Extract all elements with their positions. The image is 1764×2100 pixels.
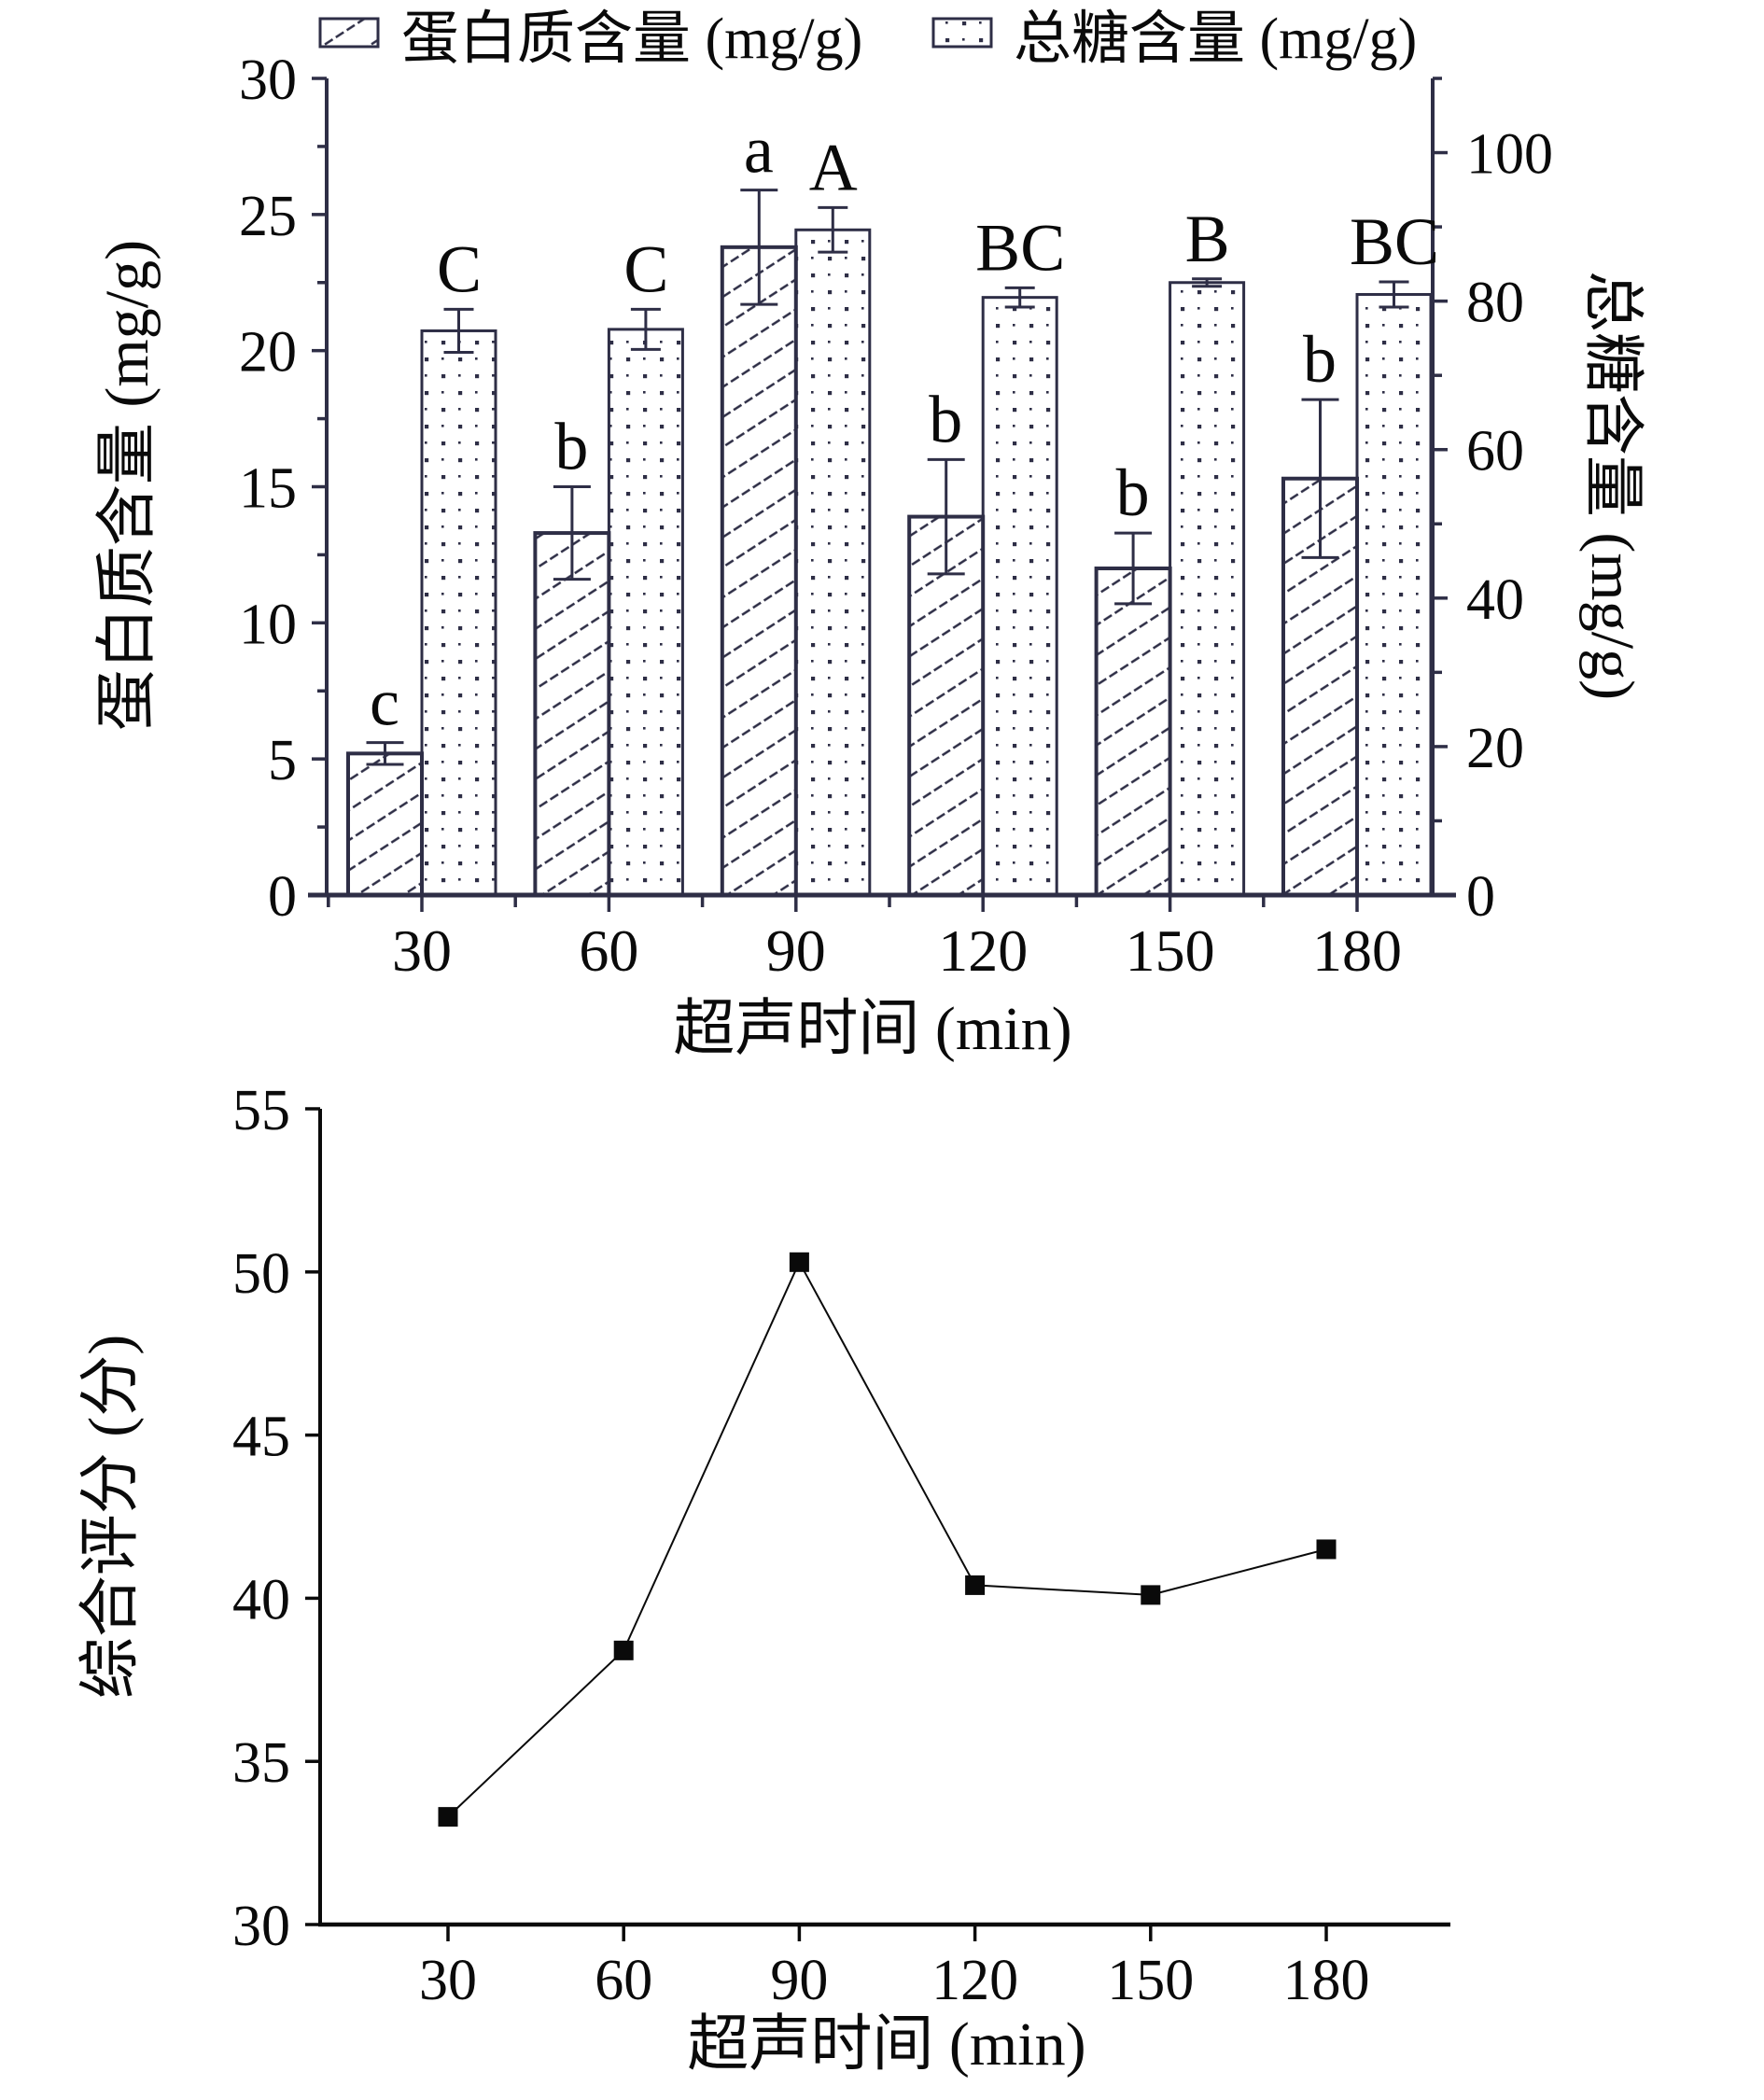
sugar-bar: [420, 329, 497, 897]
protein-bar: [720, 245, 798, 898]
score-line-chart: 30 35 40 45 50 55 30 60 90 120 150 180: [232, 1079, 1450, 2012]
left-axis-tick-label: 5: [268, 729, 297, 792]
right-axis-tick-label: 60: [1466, 420, 1524, 483]
data-point-square: [1141, 1585, 1161, 1605]
protein-sig-letter: a: [744, 113, 774, 188]
sugar-bar: [794, 228, 872, 897]
top-x-tick-label: 60: [579, 917, 638, 984]
bar-group-150: [1094, 281, 1246, 897]
data-point-square: [613, 1640, 634, 1660]
data-point-square: [789, 1252, 809, 1272]
top-x-tick-label: 120: [938, 917, 1028, 984]
right-axis-tick-label: 0: [1466, 865, 1495, 929]
bottom-x-tick-label: 30: [419, 1949, 477, 2012]
left-axis-tick-label: 10: [239, 593, 297, 656]
left-axis-tick-label: 30: [239, 49, 297, 112]
sugar-sig-letter: BC: [1350, 204, 1439, 279]
left-axis-tick-label: 15: [239, 457, 297, 521]
protein-sig-letter: c: [370, 665, 399, 740]
data-point-square: [1316, 1539, 1337, 1560]
protein-legend-swatch: [318, 17, 380, 49]
left-axis-tick-label: 0: [268, 865, 297, 929]
sugar-sig-letter: C: [437, 231, 482, 306]
sugar-legend-swatch: [931, 17, 993, 49]
bar-group-120: [907, 296, 1058, 897]
right-axis-tick-label: 20: [1466, 717, 1524, 780]
top-right-axis-title: 总糖含量 (mg/g): [1578, 271, 1646, 700]
left-axis-tick-label: 25: [239, 185, 297, 248]
sugar-legend-label: 总糖含量 (mg/g): [1014, 7, 1417, 71]
sugar-bar: [1169, 281, 1246, 897]
right-axis-tick-label: 80: [1466, 272, 1524, 335]
sugar-bar: [607, 328, 684, 897]
legend: 蛋白质含量 (mg/g) 总糖含量 (mg/g): [318, 7, 1417, 71]
protein-sig-letter: b: [1303, 322, 1337, 397]
bottom-y-tick-label: 45: [232, 1406, 290, 1469]
bottom-x-axis-title: 超声时间 (min): [687, 2010, 1085, 2079]
protein-bar: [533, 531, 611, 897]
protein-sugar-bar-chart: 0 5 10 15 20 25 30 0 20 40 60 80 100 30 60 90 120 150 180 c…: [239, 49, 1553, 984]
score-line: [447, 1260, 1327, 1818]
bottom-x-tick-label: 60: [595, 1949, 652, 2012]
sugar-sig-letter: A: [809, 130, 858, 204]
protein-sig-letter: b: [554, 410, 588, 484]
sugar-sig-letter: C: [623, 231, 668, 306]
bar-group-90: [720, 228, 872, 898]
right-axis-tick-label: 40: [1466, 568, 1524, 632]
right-axis-tick-label: 100: [1466, 123, 1553, 187]
sugar-bar: [1355, 292, 1433, 897]
top-x-axis-title: 超声时间 (min): [673, 995, 1071, 1063]
protein-sig-letter: b: [929, 382, 962, 456]
data-point-square: [965, 1575, 986, 1595]
bottom-y-tick-label: 35: [232, 1731, 290, 1795]
bottom-x-tick-label: 180: [1283, 1949, 1370, 2012]
protein-legend-label: 蛋白质含量 (mg/g): [401, 7, 862, 71]
bottom-y-tick-label: 40: [232, 1568, 290, 1631]
top-left-axis-title: 蛋白质含量 (mg/g): [93, 240, 161, 731]
sugar-bar: [981, 296, 1058, 897]
bottom-y-axis-title: 综合评分 (分): [77, 1335, 145, 1699]
protein-sig-letter: b: [1116, 455, 1150, 530]
bottom-x-tick-label: 150: [1107, 1949, 1194, 2012]
top-x-tick-label: 150: [1126, 917, 1215, 984]
bottom-y-tick-label: 50: [232, 1242, 290, 1306]
top-x-tick-label: 30: [392, 917, 452, 984]
bottom-x-tick-label: 90: [770, 1949, 828, 2012]
left-axis-tick-label: 20: [239, 321, 297, 385]
data-point-square: [438, 1807, 458, 1827]
bottom-y-tick-label: 55: [232, 1079, 290, 1142]
protein-bar: [346, 751, 424, 897]
bottom-x-tick-label: 120: [931, 1949, 1018, 2012]
sugar-sig-letter: B: [1185, 202, 1230, 276]
bar-group-30: [346, 329, 497, 897]
protein-bar: [1094, 567, 1172, 897]
sugar-sig-letter: BC: [975, 210, 1065, 285]
top-x-tick-label: 90: [766, 917, 826, 984]
top-x-tick-label: 180: [1312, 917, 1402, 984]
bottom-y-tick-label: 30: [232, 1895, 290, 1958]
